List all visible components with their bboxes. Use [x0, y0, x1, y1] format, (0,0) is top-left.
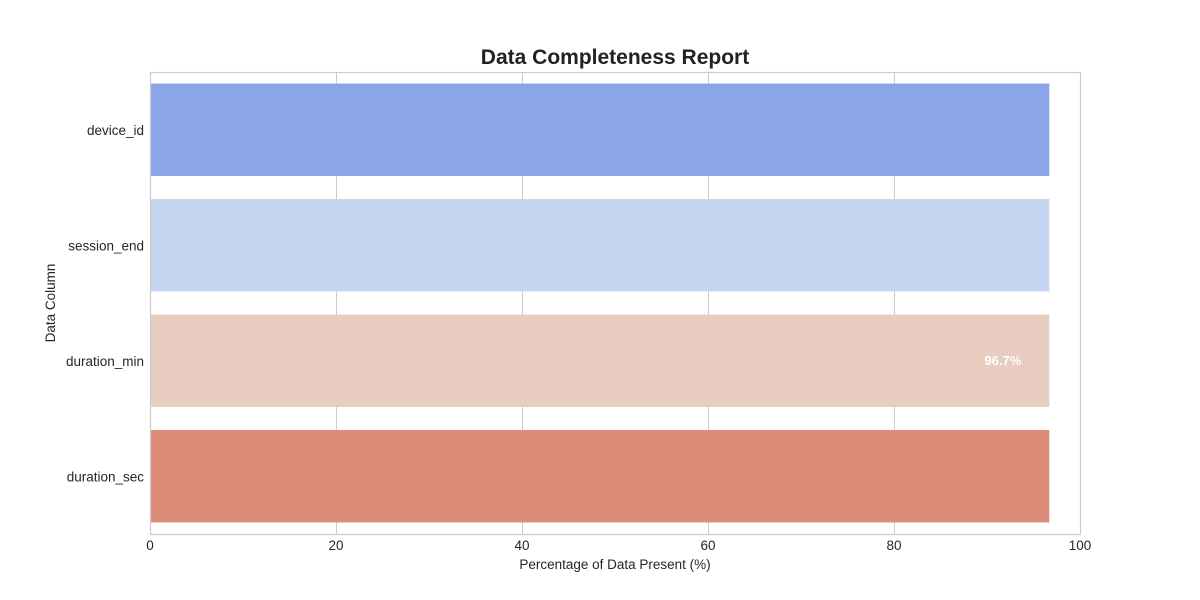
- x-tick-label-2: 40: [514, 538, 529, 553]
- y-tick-label-duration-sec: duration_sec: [67, 469, 145, 484]
- bar-duration-sec: [150, 430, 1050, 523]
- bar-session-end: [150, 199, 1050, 292]
- x-tick-label-3: 60: [700, 538, 715, 553]
- x-axis-ticks: 0 20 40 60 80 100: [146, 538, 1091, 553]
- x-axis-label: Percentage of Data Present (%): [519, 557, 710, 572]
- data-label-duration-min: 96.7%: [984, 353, 1021, 368]
- bar-duration-min: [150, 314, 1050, 407]
- bars: [150, 83, 1050, 523]
- bar-device-id: [150, 83, 1050, 176]
- x-tick-label-5: 100: [1069, 538, 1092, 553]
- y-tick-label-session-end: session_end: [68, 238, 144, 253]
- chart-title: Data Completeness Report: [481, 46, 749, 69]
- x-tick-label-0: 0: [146, 538, 154, 553]
- x-tick-label-1: 20: [328, 538, 343, 553]
- y-tick-label-duration-min: duration_min: [66, 354, 144, 369]
- y-tick-label-device-id: device_id: [87, 123, 144, 138]
- data-labels: 96.7%: [984, 353, 1021, 368]
- y-axis-ticks: device_id session_end duration_min duration…: [66, 123, 144, 485]
- plot-frame: [149, 71, 1082, 536]
- y-axis-label: Data Column: [43, 264, 58, 343]
- x-tick-label-4: 80: [886, 538, 901, 553]
